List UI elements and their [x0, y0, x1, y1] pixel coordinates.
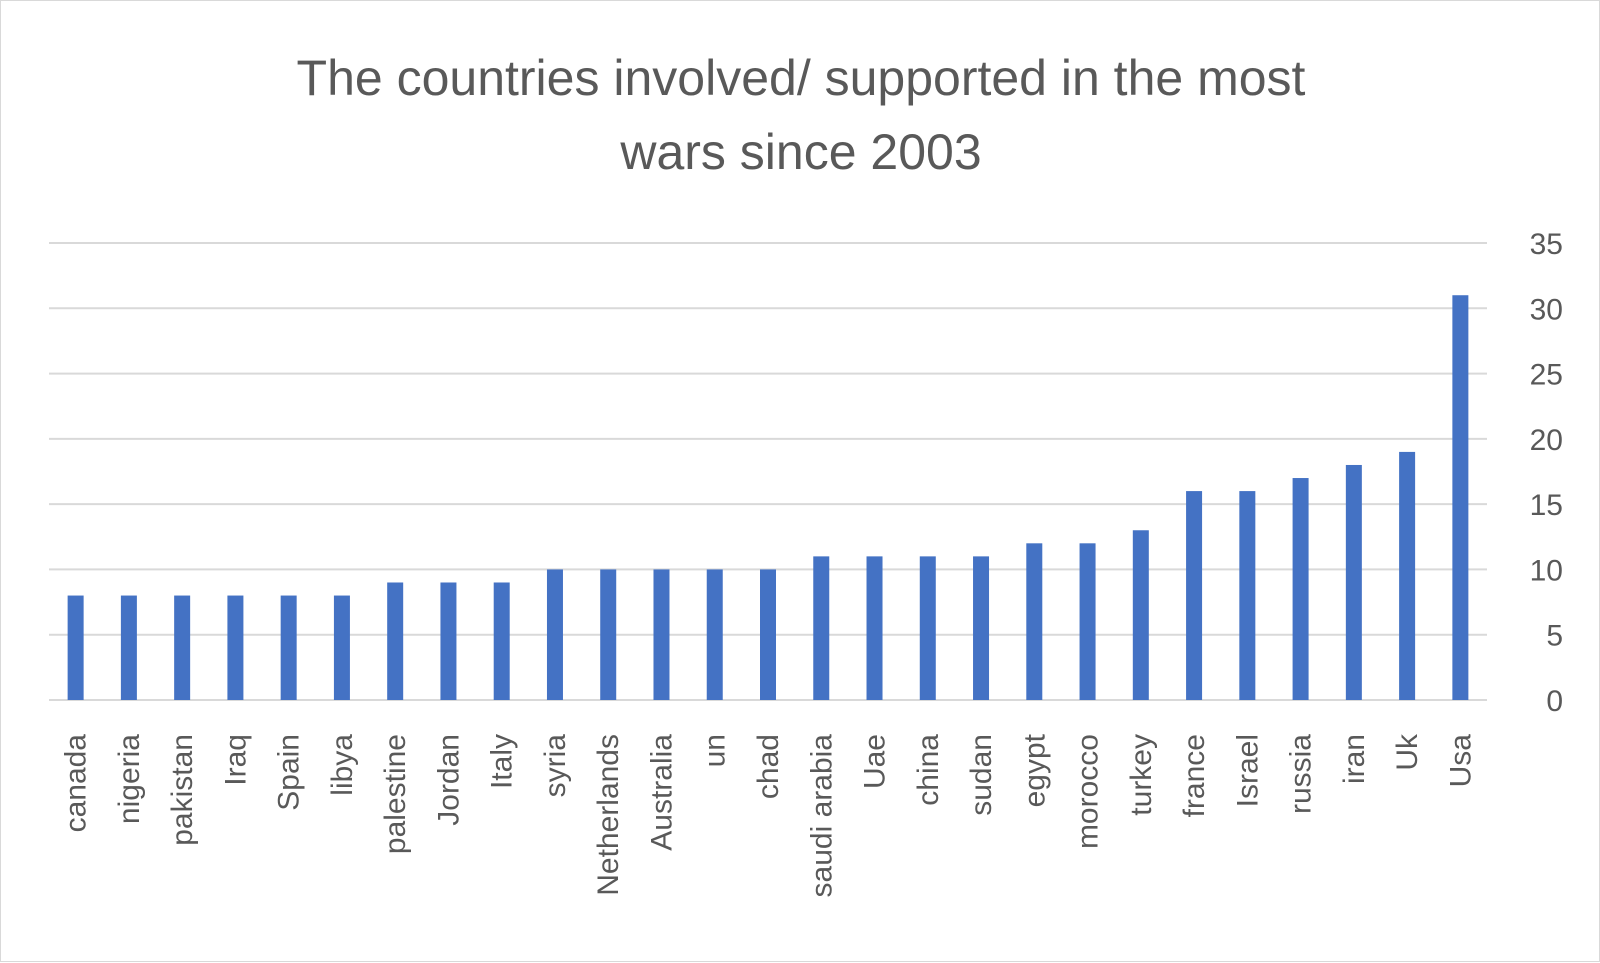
bar [546, 569, 563, 700]
x-category-label: chad [752, 734, 785, 799]
bar [440, 582, 457, 700]
x-category-label: canada [60, 734, 93, 833]
bar [1292, 478, 1309, 700]
bar [120, 595, 137, 700]
x-category-label: saudi arabia [805, 734, 838, 898]
x-category-label: Netherlands [592, 734, 625, 896]
bar [1186, 491, 1203, 700]
x-category-label: sudan [965, 734, 998, 816]
bar [280, 595, 297, 700]
x-category-label: Israel [1231, 734, 1264, 807]
x-category-label: Italy [486, 734, 519, 789]
x-category-label: russia [1285, 734, 1318, 814]
y-tick-label: 30 [1530, 293, 1563, 326]
x-category-label: pakistan [166, 734, 199, 846]
x-category-label: Usa [1444, 734, 1477, 788]
x-category-label: Jordan [432, 734, 465, 826]
bar [760, 569, 776, 700]
y-tick-label: 15 [1530, 489, 1563, 522]
x-category-label: nigeria [113, 734, 146, 824]
bar [1026, 543, 1043, 700]
y-tick-label: 0 [1546, 685, 1563, 718]
bar [1132, 530, 1149, 700]
y-tick-label: 35 [1530, 228, 1563, 261]
bars [67, 295, 1469, 700]
x-category-label: palestine [379, 734, 412, 854]
bar [174, 595, 191, 700]
x-category-label: france [1178, 734, 1211, 817]
bar [1345, 464, 1362, 700]
bar [919, 556, 936, 700]
y-tick-label: 10 [1530, 554, 1563, 587]
y-tick-label: 25 [1530, 359, 1563, 392]
bar [866, 556, 883, 700]
x-category-label: Spain [273, 734, 306, 811]
y-axis-ticks: 0 5 10 15 20 25 30 35 [1530, 228, 1563, 718]
x-category-label: libya [326, 734, 359, 796]
x-axis-labels: canada nigeria pakistan Iraq Spain libya pales… [60, 733, 1478, 897]
x-category-label: morocco [1072, 734, 1105, 849]
x-category-label: Uae [859, 734, 892, 789]
bar [333, 595, 350, 700]
x-category-label: un [699, 734, 732, 767]
bar [387, 582, 404, 700]
bar [600, 569, 617, 700]
x-category-label: turkey [1125, 734, 1158, 816]
bar [706, 569, 723, 700]
x-category-label: Iraq [219, 734, 252, 786]
x-category-label: Uk [1391, 733, 1424, 771]
x-category-label: china [912, 734, 945, 806]
x-category-label: egypt [1018, 733, 1051, 807]
bar [67, 595, 84, 700]
x-category-label: Australia [645, 734, 678, 851]
bar [1399, 451, 1416, 700]
x-category-label: iran [1338, 734, 1371, 784]
chart-title-line-1: The countries involved/ supported in the… [297, 50, 1306, 106]
bar [813, 556, 830, 700]
chart-title: The countries involved/ supported in the… [297, 50, 1306, 180]
x-category-label: syria [539, 734, 572, 798]
bar [1452, 295, 1469, 700]
bar [1239, 491, 1256, 700]
bar [227, 595, 244, 700]
chart-title-line-2: wars since 2003 [619, 124, 981, 180]
bar [493, 582, 510, 700]
bar [1079, 543, 1096, 700]
bar [653, 569, 670, 700]
bar [973, 556, 990, 700]
y-tick-label: 20 [1530, 424, 1563, 457]
y-tick-label: 5 [1546, 620, 1563, 653]
